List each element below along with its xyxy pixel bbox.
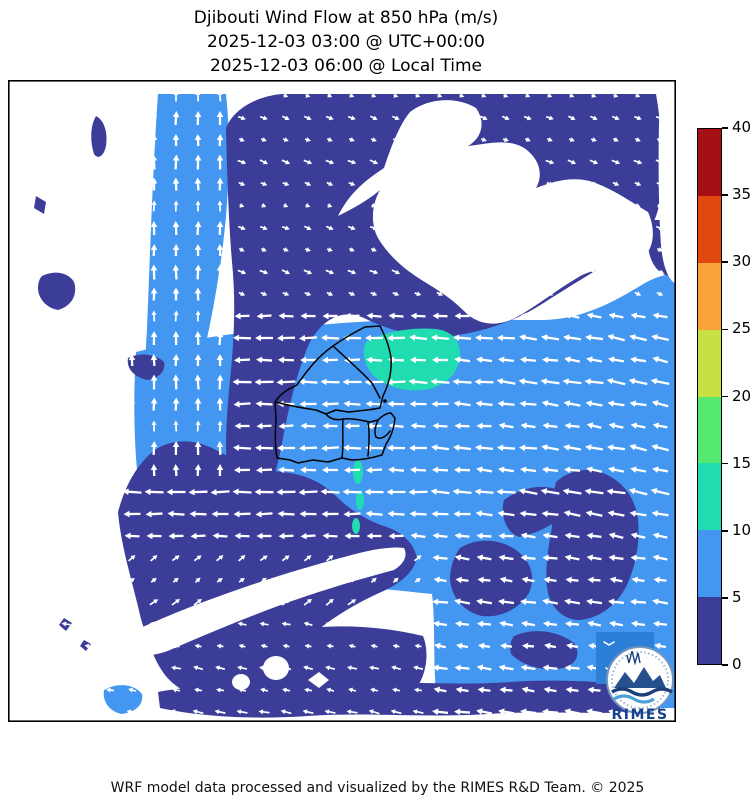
map-frame <box>8 80 676 722</box>
logo-text-ring <box>611 651 669 709</box>
colorbar-tick-mark <box>722 395 728 398</box>
no-data-cutouts <box>108 92 676 690</box>
wind-arrows-layer <box>16 90 670 716</box>
colorbar-tick-label: 30 <box>732 252 752 271</box>
colorbar-tick-label: 5 <box>732 587 742 606</box>
colorbar-segment <box>698 463 721 531</box>
logo-wave-light <box>613 694 655 704</box>
logo-seismograph-icon <box>626 650 641 666</box>
wind-map-canvas <box>8 80 676 722</box>
colorbar-tick-label: 10 <box>732 520 752 539</box>
colorbar-segment <box>698 195 721 263</box>
colorbar-tick-mark <box>722 194 728 196</box>
colorbar-tick-mark <box>722 127 728 129</box>
rimes-logo-label: RIMES <box>611 707 668 722</box>
title-line-2: 2025-12-03 03:00 @ UTC+00:00 <box>207 32 485 52</box>
colorbar-tick-mark <box>722 529 728 532</box>
colorbar-tick-mark <box>722 328 728 331</box>
colorbar-tick-label: 0 <box>732 655 742 673</box>
title-line-3: 2025-12-03 06:00 @ Local Time <box>209 56 483 76</box>
colorbar-tick-label: 40 <box>732 118 752 136</box>
colorbar-segment <box>698 396 721 464</box>
country-border <box>274 325 396 464</box>
colorbar-tick-mark <box>722 597 728 599</box>
colorbar-segment <box>698 329 721 397</box>
colorbar <box>697 128 722 665</box>
colorbar-tick-label: 20 <box>732 386 752 405</box>
colorbar-segment <box>698 597 721 664</box>
colorbar-segment <box>698 262 721 330</box>
footer-credit: WRF model data processed and visualized … <box>110 780 645 796</box>
logo-mountains <box>614 667 666 688</box>
colorbar-segment <box>698 129 721 196</box>
city-marker <box>383 399 387 403</box>
colorbar-segment <box>698 530 721 598</box>
colorbar-tick-label: 35 <box>732 185 752 204</box>
colorbar-tick-label: 25 <box>732 319 752 338</box>
wind-map-figure <box>8 80 676 722</box>
colorbar-tick-label: 15 <box>732 453 752 472</box>
title-line-1: Djibouti Wind Flow at 850 hPa (m/s) <box>193 8 499 28</box>
colorbar-tick-mark <box>722 261 728 264</box>
figure-title-block: Djibouti Wind Flow at 850 hPa (m/s) 2025… <box>0 6 692 78</box>
colorbar-tick-mark <box>722 664 728 666</box>
rimes-logo: RIMES <box>596 632 674 722</box>
logo-wave-dark <box>611 687 673 697</box>
colorbar-tick-mark <box>722 462 728 465</box>
